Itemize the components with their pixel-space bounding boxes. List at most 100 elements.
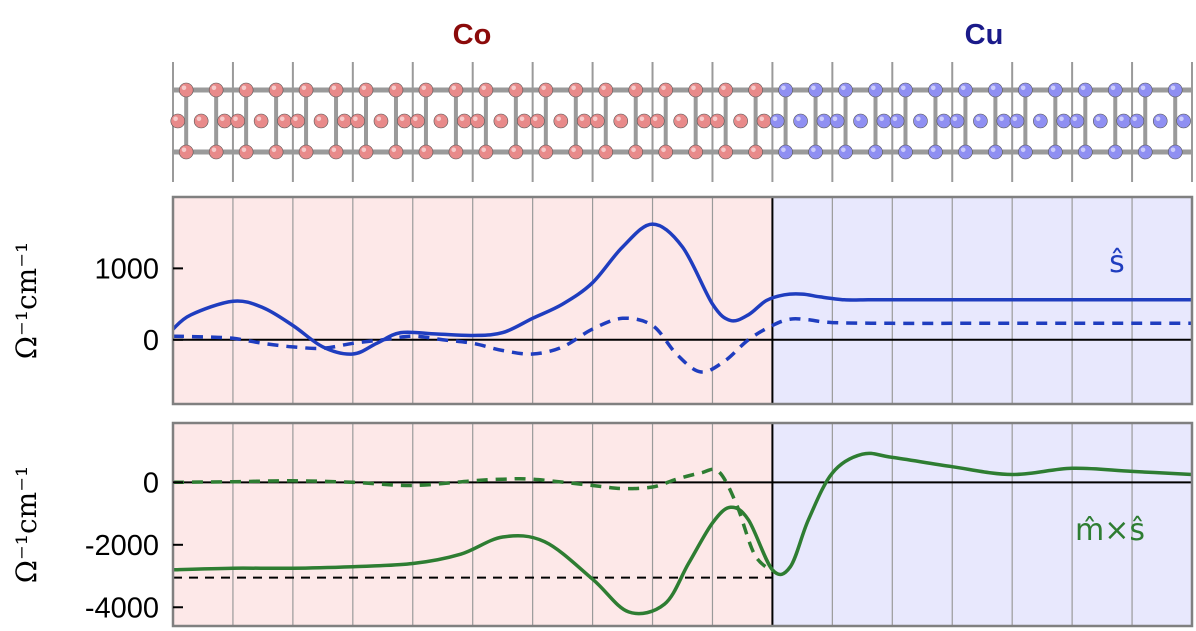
y-tick-label: -4000 — [85, 592, 159, 624]
atom-highlight — [676, 116, 681, 122]
atom-highlight — [1119, 116, 1124, 122]
cu-atom — [778, 82, 793, 98]
co-atom — [688, 82, 703, 98]
atom-highlight — [1035, 116, 1041, 122]
cu-atom — [1107, 82, 1123, 98]
atom-highlight — [781, 147, 786, 153]
atom-highlight — [421, 85, 427, 91]
cu-atom — [1056, 113, 1072, 129]
y-axis-label: Ω⁻¹cm⁻¹ — [10, 242, 43, 359]
cu-atom — [778, 144, 793, 160]
atom-highlight — [832, 116, 838, 122]
co-atom — [508, 144, 524, 160]
co-atom — [748, 144, 763, 160]
co-atom — [230, 113, 246, 129]
atom-highlight — [339, 116, 345, 122]
co-atom — [628, 144, 644, 160]
series-dashed — [172, 467, 774, 573]
co-atom — [253, 113, 269, 129]
co-atom — [290, 113, 305, 129]
co-atom — [538, 82, 554, 98]
cu-atom — [838, 82, 853, 98]
cu-atom — [1018, 82, 1033, 98]
atom-highlight — [796, 116, 801, 122]
atom-highlight — [952, 116, 958, 122]
y-tick-label: 0 — [143, 467, 159, 499]
atom-highlight — [712, 116, 718, 122]
co-atom — [418, 82, 434, 98]
atom-highlight — [196, 116, 202, 122]
co-atom — [277, 113, 292, 129]
cu-atom — [1137, 144, 1153, 160]
cu-atom — [1167, 144, 1183, 160]
co-atom — [718, 82, 733, 98]
atom-highlight — [930, 85, 936, 91]
cu-label: Cu — [965, 19, 1004, 51]
co-atom — [217, 113, 232, 129]
atom-highlight — [759, 116, 765, 122]
atom-highlight — [960, 147, 966, 153]
cu-atom — [1018, 144, 1033, 160]
cu-atom — [1107, 144, 1123, 160]
cu-atom — [928, 82, 943, 98]
atom-highlight — [181, 85, 187, 91]
atom-highlight — [751, 147, 756, 153]
co-atom — [658, 144, 674, 160]
co-atom — [238, 144, 254, 160]
atom-highlight — [1020, 85, 1026, 91]
atom-highlight — [1110, 85, 1116, 91]
atom-highlight — [1179, 116, 1184, 122]
atom-highlight — [413, 116, 418, 122]
atom-highlight — [316, 116, 322, 122]
cu-atom — [988, 144, 1003, 160]
co-atom — [373, 113, 389, 129]
atom-highlight — [579, 116, 585, 122]
atom-highlight — [571, 147, 576, 153]
co-atom — [598, 144, 614, 160]
series-dashed — [172, 316, 1192, 374]
atom-highlight — [915, 116, 921, 122]
series-solid — [171, 222, 1192, 356]
atom-highlight — [211, 85, 217, 91]
co-atom — [508, 82, 524, 98]
atom-highlight — [399, 116, 405, 122]
co-atom — [733, 113, 748, 129]
atom-highlight — [631, 147, 636, 153]
atom-highlight — [772, 116, 778, 122]
atom-highlight — [1059, 116, 1064, 122]
atom-highlight — [1170, 85, 1176, 91]
atom-highlight — [1110, 147, 1116, 153]
co-atom — [636, 113, 652, 129]
y-tick-label: 1000 — [94, 253, 159, 285]
co-atom — [358, 144, 374, 160]
co-atom — [650, 113, 665, 129]
atom-highlight — [631, 85, 636, 91]
atom-highlight — [691, 147, 696, 153]
y-tick-label: -2000 — [85, 530, 159, 562]
co-atom — [590, 113, 605, 129]
atom-highlight — [900, 85, 906, 91]
cu-atom — [949, 113, 965, 129]
panel-spin-conductivity: 0 1000 Ω⁻¹cm⁻¹ ŝ — [10, 195, 1194, 406]
atom-highlight — [451, 147, 457, 153]
atom-highlight — [900, 147, 906, 153]
atom-highlight — [841, 147, 846, 153]
atom-highlight — [999, 116, 1004, 122]
co-atom — [553, 113, 569, 129]
atom-highlight — [1020, 147, 1026, 153]
atom-highlight — [256, 116, 262, 122]
co-atom — [328, 82, 344, 98]
atom-highlight — [601, 85, 606, 91]
cu-atom — [769, 113, 785, 129]
atom-highlight — [639, 116, 645, 122]
cu-atom — [958, 144, 973, 160]
co-atom — [538, 144, 554, 160]
cu-atom — [898, 82, 913, 98]
atom-highlight — [556, 116, 561, 122]
co-atom — [598, 82, 614, 98]
atom-highlight — [233, 116, 238, 122]
atom-highlight — [459, 116, 465, 122]
atom-highlight — [960, 85, 966, 91]
atom-highlight — [331, 85, 337, 91]
co-atom — [696, 113, 712, 129]
